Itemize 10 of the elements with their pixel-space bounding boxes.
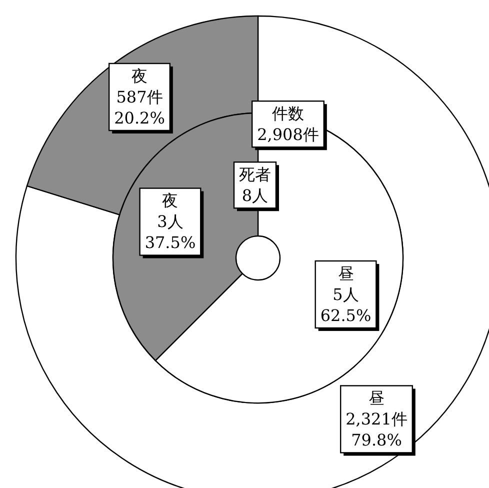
data-label: 5人 62.5% xyxy=(320,284,372,325)
data-label: 2,321件 79.8% xyxy=(346,410,408,450)
title: 死者 8人 xyxy=(233,162,279,212)
slice-label: 夜 xyxy=(162,191,178,210)
data-label: 587件 20.2% xyxy=(114,87,165,128)
data-label: 3人 37.5% xyxy=(144,212,196,252)
slice-label: 昼 xyxy=(368,388,384,408)
title: 件数 2,908件 xyxy=(252,100,327,150)
slice-label: 夜 xyxy=(132,66,148,86)
slice-label: 昼 xyxy=(338,264,354,283)
